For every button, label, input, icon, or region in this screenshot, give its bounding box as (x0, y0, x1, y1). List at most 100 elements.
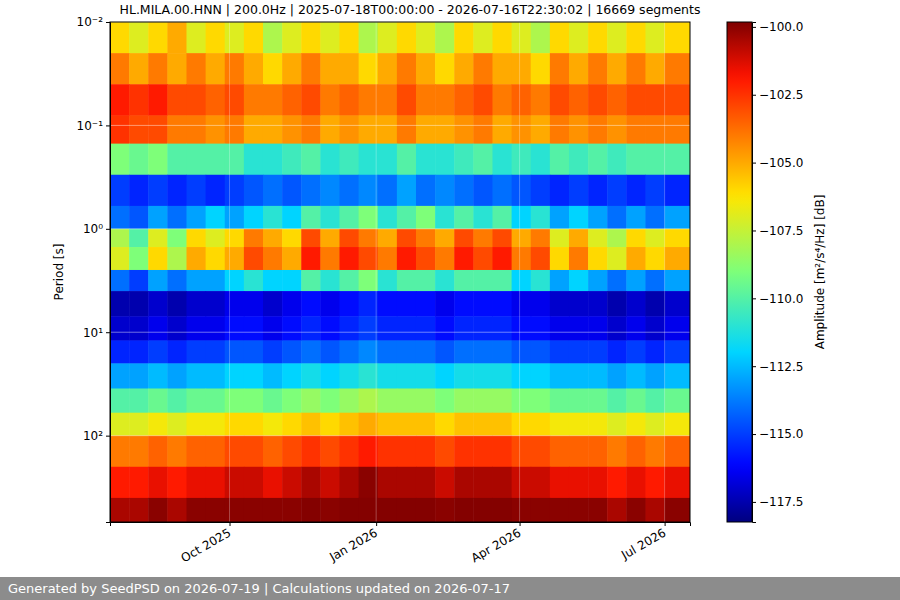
cell (110, 144, 130, 176)
cell (110, 22, 130, 54)
cell (110, 291, 130, 317)
cell (320, 498, 340, 522)
cell (397, 115, 417, 144)
cell (110, 436, 130, 468)
cell (167, 206, 187, 229)
plot-frame (110, 22, 690, 522)
y-tick: 10¹ (83, 326, 110, 340)
cell (378, 498, 398, 522)
cell (339, 291, 359, 317)
cell (645, 413, 665, 436)
cell (206, 206, 226, 229)
cell (206, 363, 226, 389)
cell (435, 206, 455, 229)
cell (416, 115, 436, 144)
cell (492, 498, 512, 522)
cell (550, 340, 570, 363)
cell (473, 436, 493, 468)
cell (473, 84, 493, 116)
cell (454, 316, 474, 341)
cell (301, 340, 321, 363)
cell (626, 388, 646, 413)
cell (588, 388, 608, 413)
cell (129, 247, 149, 270)
cell (282, 115, 302, 144)
cell (473, 270, 493, 292)
cell (473, 206, 493, 229)
cell (263, 229, 283, 248)
cell (263, 291, 283, 317)
cell (416, 206, 436, 229)
cell (301, 467, 321, 499)
cell (512, 115, 532, 144)
cell (665, 22, 690, 54)
cell (206, 467, 226, 499)
cell (225, 247, 245, 270)
cell (454, 467, 474, 499)
x-tick: Apr 2026 (469, 522, 524, 565)
cell (569, 436, 589, 468)
cell (206, 270, 226, 292)
cell (301, 229, 321, 248)
cell (607, 363, 627, 389)
cell (569, 291, 589, 317)
cell (167, 498, 187, 522)
y-tick-mark (106, 125, 110, 126)
cell (435, 115, 455, 144)
cell (186, 175, 206, 207)
cell (301, 22, 321, 54)
cell (531, 340, 551, 363)
cell (186, 22, 206, 54)
cell (263, 340, 283, 363)
cell (626, 291, 646, 317)
cell (607, 247, 627, 270)
cell (665, 115, 690, 144)
cell (263, 316, 283, 341)
colorbar-tick: −115.0 (752, 427, 803, 441)
cell (397, 175, 417, 207)
cell (473, 53, 493, 85)
colorbar-tick-mark (752, 434, 756, 435)
cell (512, 467, 532, 499)
cell (665, 270, 690, 292)
colorbar-tick-mark (752, 366, 756, 367)
cell (167, 229, 187, 248)
cell (129, 363, 149, 389)
cell (378, 115, 398, 144)
cell (148, 247, 168, 270)
cell (186, 144, 206, 176)
cell (206, 175, 226, 207)
cell (301, 291, 321, 317)
cell (320, 175, 340, 207)
cell (531, 22, 551, 54)
cell (359, 363, 379, 389)
colorbar-tick-label: −105.0 (759, 156, 803, 170)
cell (512, 175, 532, 207)
cell (416, 229, 436, 248)
cell (626, 467, 646, 499)
grid-line-y (110, 435, 690, 436)
cell (263, 115, 283, 144)
cell (167, 53, 187, 85)
colorbar-tick: −100.0 (752, 20, 803, 34)
cell (244, 436, 264, 468)
cell (435, 340, 455, 363)
cell (186, 388, 206, 413)
cell (225, 229, 245, 248)
grid-line-y (110, 228, 690, 229)
cell (339, 270, 359, 292)
cell (378, 316, 398, 341)
cell (339, 247, 359, 270)
cell (206, 247, 226, 270)
cell (320, 206, 340, 229)
cell (512, 84, 532, 116)
cell (148, 467, 168, 499)
footer: Generated by SeedPSD on 2026-07-19 | Cal… (8, 581, 510, 596)
cell (282, 498, 302, 522)
cell (129, 22, 149, 54)
cell (492, 467, 512, 499)
cell (110, 229, 130, 248)
cell (282, 206, 302, 229)
grid-line-x (229, 22, 230, 522)
x-axis-line (111, 523, 691, 527)
